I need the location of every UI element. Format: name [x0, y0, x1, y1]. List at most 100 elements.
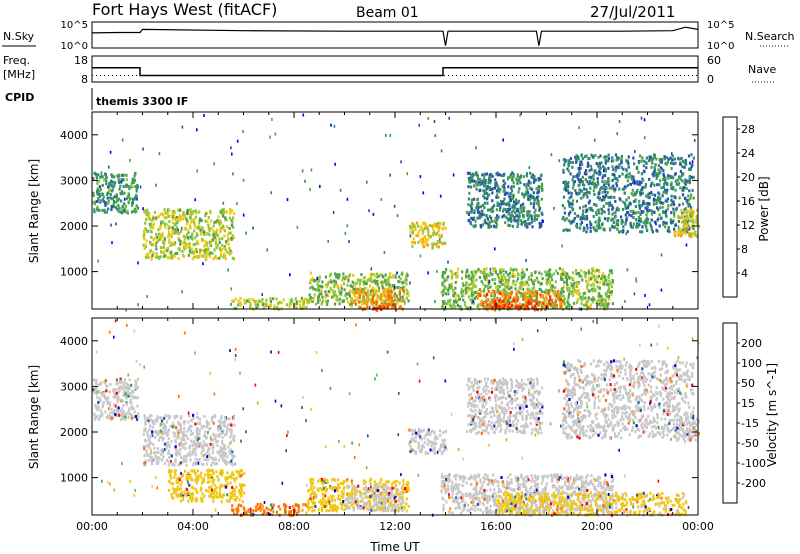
power-cell: [358, 296, 361, 300]
velocity-cell: [252, 512, 255, 516]
power-cell: [214, 220, 217, 224]
power-cell: [636, 188, 639, 192]
power-cell: [488, 208, 491, 212]
power-cell: [530, 214, 533, 218]
power-cell: [286, 303, 289, 307]
power-cell: [487, 305, 490, 309]
power-cell: [611, 302, 614, 306]
power-cell: [133, 174, 136, 178]
power-cell: [152, 216, 155, 220]
power-cell: [624, 213, 627, 217]
power-cell: [642, 210, 645, 214]
power-cell: [460, 287, 463, 291]
power-cell: [455, 274, 458, 278]
power-cell: [525, 303, 528, 307]
power-cell: [530, 299, 533, 303]
power-cell: [547, 291, 550, 295]
power-cell: [366, 303, 369, 307]
power-cell: [167, 240, 171, 244]
velocity-cell: [107, 396, 110, 400]
velocity-cell: [113, 403, 116, 407]
power-cell: [542, 294, 545, 298]
velocity-cell: [147, 442, 151, 446]
power-cell: [201, 230, 204, 234]
power-cell: [671, 187, 675, 191]
power-cell: [586, 217, 589, 221]
power-cell: [206, 250, 209, 253]
power-cell: [597, 155, 600, 159]
power-cell: [532, 282, 535, 286]
velocity-cell: [243, 483, 246, 487]
power-cell: [534, 208, 537, 212]
power-cell: [510, 211, 513, 215]
power-cell: [578, 169, 581, 173]
power-cell: [358, 279, 361, 282]
power-cell: [475, 206, 478, 210]
power-cell: [633, 178, 636, 182]
power-cell: [194, 225, 197, 229]
power-cell: [249, 304, 252, 308]
power-cell: [405, 274, 408, 278]
velocity-cell: [144, 417, 147, 421]
power-cell: [445, 268, 448, 271]
power-cell: [617, 156, 620, 160]
power-cell: [329, 272, 332, 276]
power-cell: [156, 240, 159, 244]
power-cell: [624, 204, 627, 207]
power-cell: [567, 185, 570, 189]
power-cell: [528, 302, 531, 306]
velocity-cell: [294, 503, 298, 507]
velocity-cell: [170, 454, 173, 458]
power-cell: [302, 113, 305, 117]
power-cell: [575, 224, 578, 228]
power-cell: [670, 183, 673, 187]
power-cell: [338, 273, 341, 277]
power-cell: [504, 215, 507, 219]
power-cell: [595, 268, 598, 272]
power-cell: [448, 286, 451, 290]
power-cell: [516, 277, 520, 281]
power-cell: [652, 202, 656, 206]
power-cell: [674, 223, 677, 227]
power-cell: [598, 294, 601, 298]
power-cell: [403, 292, 406, 296]
power-cell: [485, 185, 488, 189]
power-cell: [513, 299, 516, 303]
power-cell: [394, 308, 398, 312]
power-cell: [193, 255, 196, 259]
power-cell: [406, 172, 409, 176]
velocity-cell: [225, 462, 228, 466]
power-cell: [321, 295, 324, 299]
power-cell: [195, 211, 198, 215]
power-cell: [572, 301, 576, 305]
velocity-cell: [197, 461, 200, 465]
power-cell: [448, 300, 451, 304]
power-cell: [175, 230, 178, 234]
power-cell: [494, 278, 497, 281]
power-cell: [692, 175, 695, 179]
power-cell: [664, 211, 667, 214]
velocity-cell: [194, 436, 197, 440]
power-cell: [472, 174, 475, 178]
power-cell: [97, 196, 100, 200]
power-cell: [679, 230, 682, 234]
power-cell: [192, 210, 195, 213]
velocity-cell: [226, 471, 229, 475]
power-cell: [488, 186, 492, 189]
power-cell: [590, 175, 593, 179]
power-cell: [628, 213, 631, 217]
velocity-cell: [154, 431, 157, 435]
velocity-cell: [229, 435, 232, 439]
power-cell: [658, 213, 661, 217]
power-cell: [504, 294, 507, 298]
velocity-cell: [202, 425, 206, 429]
velocity-cell: [174, 445, 177, 449]
power-cell: [488, 274, 491, 277]
power-cell: [295, 302, 298, 306]
power-cell: [672, 162, 675, 166]
velocity-cell: [109, 383, 112, 386]
power-cell: [559, 304, 562, 308]
power-cell: [110, 184, 113, 188]
power-cell: [659, 170, 662, 174]
power-cell: [475, 187, 478, 191]
